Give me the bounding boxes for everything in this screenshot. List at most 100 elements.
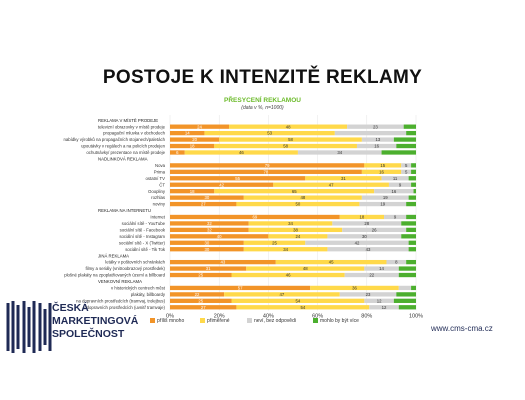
data-label: 69 — [252, 215, 257, 220]
data-label: 31 — [206, 266, 211, 271]
bar-segment — [224, 292, 340, 297]
bar-segment — [364, 266, 399, 271]
bar-segment — [406, 214, 416, 220]
data-label: 24 — [296, 234, 301, 239]
data-label: 50 — [296, 202, 301, 207]
bar-segment — [384, 214, 407, 220]
bar-segment — [170, 130, 205, 136]
bar-segment — [170, 195, 244, 200]
data-label: 12 — [382, 305, 387, 310]
bar-segment — [361, 195, 409, 200]
bar-segment — [398, 266, 416, 271]
data-label: 12 — [377, 298, 382, 303]
legend-item-could-be-more: mohlo by být více — [313, 318, 359, 324]
logo-line-2: MARKETINGOVÁ — [52, 315, 139, 327]
data-label: 16 — [379, 169, 384, 174]
data-label: 34 — [288, 221, 293, 226]
row-label: propagační mluvka v obchodech — [103, 131, 165, 136]
bar-segment — [356, 143, 397, 149]
data-label: 18 — [190, 189, 195, 194]
data-label: 32 — [207, 227, 212, 232]
legend-swatch — [313, 318, 318, 323]
chart-note: (data v %, n=1000) — [241, 105, 284, 111]
bar-segment — [305, 240, 409, 245]
data-label: 46 — [239, 150, 244, 155]
x-tick-label: 60% — [312, 314, 323, 320]
bar-segment — [364, 298, 394, 303]
cms-logo-mark-icon — [6, 301, 52, 353]
legend-item-dont-know: neví, bez odpovědi — [247, 318, 296, 324]
bar-segment — [170, 247, 244, 252]
bar-segment — [170, 143, 215, 149]
data-label: 25 — [272, 240, 277, 245]
row-label: sociální sítě - X (Twitter) — [119, 240, 166, 245]
legend-label: přiměřené — [207, 318, 230, 324]
bar-segment — [231, 298, 365, 303]
data-label: 54 — [300, 305, 305, 310]
bar-segment — [248, 221, 333, 226]
bar-segment — [386, 259, 407, 265]
bar-segment — [170, 182, 274, 187]
legend-label: příliš mnoho — [157, 318, 185, 324]
data-label: 40 — [217, 234, 222, 239]
data-label: 28 — [364, 221, 369, 226]
bar-segment — [170, 234, 269, 239]
bar-segment — [403, 124, 416, 129]
data-label: 9 — [394, 215, 397, 220]
bar-segment — [170, 272, 232, 278]
bar-segment — [170, 214, 340, 220]
bar-segment — [219, 137, 362, 142]
row-label: letáky v poštovních schránkách — [105, 260, 165, 265]
row-label: v historických centrech měst — [111, 286, 166, 291]
data-label: 30 — [205, 247, 210, 252]
group-header: REKLAMA V MÍSTĚ PRODEJE — [98, 118, 158, 123]
row-label: upoutávky v regálech a na policích prode… — [81, 144, 165, 149]
bar-segment — [170, 240, 244, 245]
bar-segment — [411, 285, 416, 291]
data-label: 11 — [393, 176, 398, 181]
data-label: 42 — [355, 240, 360, 245]
bar-segment — [344, 272, 399, 278]
data-label: 26 — [372, 227, 377, 232]
bar-segment — [170, 201, 237, 207]
data-label: 8 — [395, 260, 398, 265]
data-label: 34 — [283, 247, 288, 252]
website-link[interactable]: www.cms-cma.cz — [431, 324, 493, 333]
bar-segment — [381, 150, 416, 155]
row-label: na dopravních prostředcích (tramvaj, tro… — [76, 298, 165, 303]
bar-segment — [398, 285, 412, 291]
bar-segment — [401, 234, 416, 239]
data-label: 22 — [195, 292, 200, 297]
data-label: 55 — [235, 176, 240, 181]
chart-legend: příliš mnoho přiměřené neví, bez odpověd… — [150, 318, 440, 328]
bar-segment — [170, 150, 185, 155]
data-label: 19 — [380, 202, 385, 207]
bar-segment — [334, 130, 407, 136]
data-label: 58 — [283, 144, 288, 149]
bar-segment — [342, 227, 407, 233]
bar-segment — [339, 214, 385, 220]
data-label: 24 — [197, 124, 202, 129]
x-tick-label: 20% — [214, 314, 225, 320]
group-header: NADLINKOVÁ REKLAMA — [98, 157, 148, 162]
legend-swatch — [150, 318, 155, 323]
row-label: Nova — [155, 163, 166, 168]
bar-segment — [408, 176, 416, 181]
bar-segment — [401, 169, 412, 174]
data-label: 47 — [280, 292, 285, 297]
data-label: 5 — [405, 163, 408, 168]
data-label: 13 — [375, 137, 380, 142]
chart-subtitle: PŘESYCENÍ REKLAMOU — [224, 97, 301, 104]
data-label: 9 — [399, 182, 402, 187]
bar-segment — [332, 221, 402, 226]
row-label: v dopravních prostředcích (uvnitř tramva… — [83, 305, 165, 310]
bar-segment — [246, 266, 365, 271]
bar-segment — [393, 298, 416, 303]
bar-segment — [361, 169, 402, 174]
data-label: 32 — [207, 221, 212, 226]
row-label: Prima — [154, 169, 166, 174]
data-label: 38 — [293, 227, 298, 232]
row-label: noviny — [153, 202, 166, 207]
data-label: 42 — [219, 182, 224, 187]
